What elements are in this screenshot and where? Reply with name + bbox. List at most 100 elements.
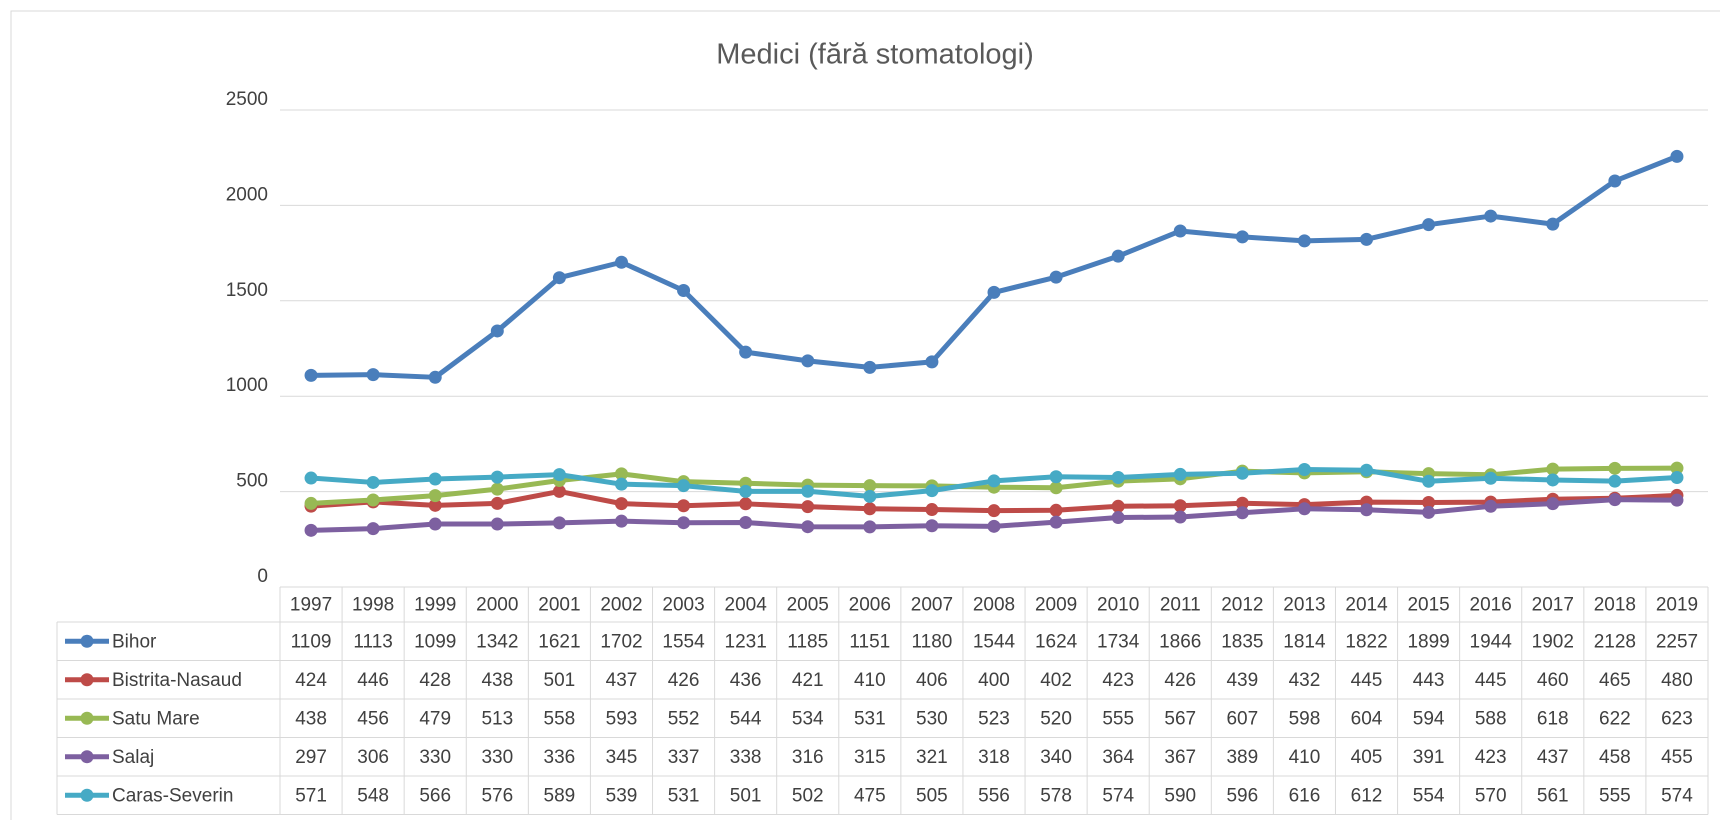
table-value: 501	[544, 670, 576, 691]
table-value: 405	[1351, 747, 1383, 768]
table-value: 571	[295, 785, 327, 806]
table-value: 480	[1661, 670, 1693, 691]
data-point	[366, 493, 380, 507]
data-point	[1670, 149, 1684, 163]
table-value: 455	[1661, 747, 1693, 768]
y-tick-label: 0	[257, 566, 268, 587]
table-value: 446	[357, 670, 389, 691]
table-value: 555	[1102, 708, 1134, 729]
table-value: 555	[1599, 785, 1631, 806]
table-value: 534	[792, 708, 824, 729]
legend-key	[80, 634, 94, 648]
table-value: 439	[1226, 670, 1258, 691]
data-point	[1608, 493, 1622, 507]
data-point	[863, 520, 877, 534]
data-point	[490, 517, 504, 531]
table-value: 520	[1040, 708, 1072, 729]
data-point	[1297, 462, 1311, 476]
table-value: 460	[1537, 670, 1569, 691]
table-value: 426	[668, 670, 700, 691]
table-value: 424	[295, 670, 327, 691]
table-value: 1624	[1035, 631, 1078, 652]
table-value: 410	[854, 670, 886, 691]
table-value: 336	[544, 747, 576, 768]
data-point	[925, 503, 939, 517]
data-point	[863, 502, 877, 516]
table-value: 501	[730, 785, 762, 806]
table-value: 321	[916, 747, 948, 768]
data-point	[304, 496, 318, 510]
table-value: 421	[792, 670, 824, 691]
data-point	[925, 484, 939, 498]
data-point	[925, 355, 939, 369]
data-point	[987, 474, 1001, 488]
data-point	[304, 471, 318, 485]
x-tick-label: 2014	[1345, 595, 1388, 616]
data-point	[739, 497, 753, 511]
table-value: 539	[606, 785, 638, 806]
table-value: 556	[978, 785, 1010, 806]
x-tick-label: 2016	[1470, 595, 1512, 616]
data-point	[614, 497, 628, 511]
data-point	[1670, 470, 1684, 484]
x-tick-label: 2017	[1532, 595, 1574, 616]
data-point	[428, 370, 442, 384]
data-point	[552, 484, 566, 498]
table-value: 531	[854, 708, 886, 729]
data-point	[1670, 461, 1684, 475]
data-point	[1608, 461, 1622, 475]
table-value: 567	[1164, 708, 1196, 729]
y-tick-label: 500	[236, 471, 268, 492]
table-value: 315	[854, 747, 886, 768]
table-value: 1544	[973, 631, 1016, 652]
data-point	[1484, 471, 1498, 485]
table-value: 337	[668, 747, 700, 768]
legend-label: Bihor	[112, 631, 157, 652]
data-point	[614, 467, 628, 481]
data-point	[1360, 503, 1374, 517]
chart-border	[10, 10, 1720, 825]
table-value: 364	[1102, 747, 1134, 768]
table-value: 566	[419, 785, 451, 806]
x-tick-label: 2018	[1594, 595, 1636, 616]
table-value: 410	[1289, 747, 1321, 768]
data-point	[677, 283, 691, 297]
data-point	[801, 354, 815, 368]
table-value: 1185	[787, 631, 828, 652]
x-tick-label: 1999	[414, 595, 456, 616]
table-value: 423	[1475, 747, 1507, 768]
x-tick-label: 2005	[787, 595, 829, 616]
data-point	[1049, 481, 1063, 495]
table-value: 574	[1661, 785, 1693, 806]
table-value: 558	[544, 708, 576, 729]
data-point	[739, 516, 753, 530]
table-value: 612	[1351, 785, 1383, 806]
table-value: 475	[854, 785, 886, 806]
x-tick-label: 2006	[849, 595, 891, 616]
x-tick-label: 2002	[600, 595, 642, 616]
data-point	[1360, 463, 1374, 477]
table-value: 445	[1351, 670, 1383, 691]
data-point	[428, 489, 442, 503]
data-point	[739, 484, 753, 498]
table-value: 513	[481, 708, 513, 729]
data-point	[677, 479, 691, 493]
series-line	[311, 154, 1678, 380]
legend-key	[80, 673, 94, 687]
table-value: 1342	[476, 631, 518, 652]
table-value: 316	[792, 747, 824, 768]
data-point	[1235, 466, 1249, 480]
table-value: 389	[1226, 747, 1258, 768]
data-point	[428, 498, 442, 512]
table-value: 2257	[1656, 631, 1698, 652]
y-tick-label: 2000	[226, 184, 268, 205]
data-point	[1111, 470, 1125, 484]
table-value: 1899	[1407, 631, 1449, 652]
table-value: 1866	[1159, 631, 1201, 652]
table-value: 318	[978, 747, 1010, 768]
data-point	[1360, 232, 1374, 246]
x-tick-label: 2012	[1221, 595, 1263, 616]
x-tick-label: 1997	[290, 595, 332, 616]
table-value: 1554	[662, 631, 705, 652]
legend-label: Caras-Severin	[112, 785, 233, 806]
